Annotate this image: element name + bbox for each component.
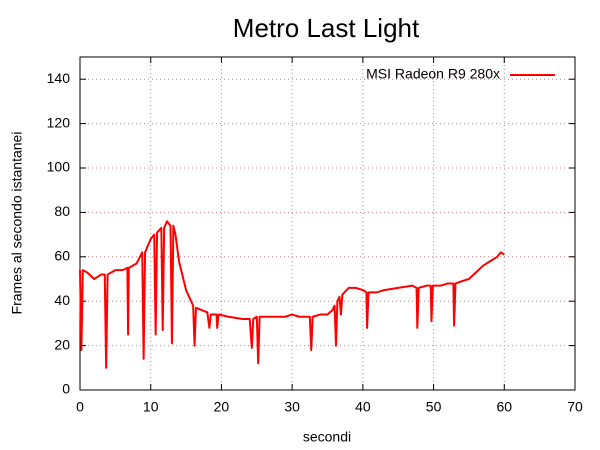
y-tick-label: 60 [54, 248, 70, 264]
x-tick-label: 60 [496, 399, 512, 415]
y-tick-label: 0 [62, 381, 70, 397]
x-tick-label: 30 [284, 399, 300, 415]
x-tick-label: 20 [214, 399, 230, 415]
chart-title: Metro Last Light [233, 13, 420, 43]
x-tick-label: 40 [355, 399, 371, 415]
x-axis-label: secondi [303, 429, 351, 445]
x-tick-label: 70 [567, 399, 583, 415]
y-tick-label: 40 [54, 292, 70, 308]
y-tick-label: 140 [47, 70, 71, 86]
y-tick-label: 100 [47, 159, 71, 175]
y-tick-label: 120 [47, 114, 71, 130]
x-tick-label: 10 [143, 399, 159, 415]
y-tick-label: 80 [54, 203, 70, 219]
data-line [79, 220, 505, 369]
y-tick-label: 20 [54, 336, 70, 352]
plot-frame [79, 56, 576, 391]
legend-label: MSI Radeon R9 280x [366, 66, 500, 82]
y-axis-label: Frames al secondo istantanei [9, 132, 25, 315]
x-tick-label: 50 [426, 399, 442, 415]
x-tick-label: 0 [76, 399, 84, 415]
